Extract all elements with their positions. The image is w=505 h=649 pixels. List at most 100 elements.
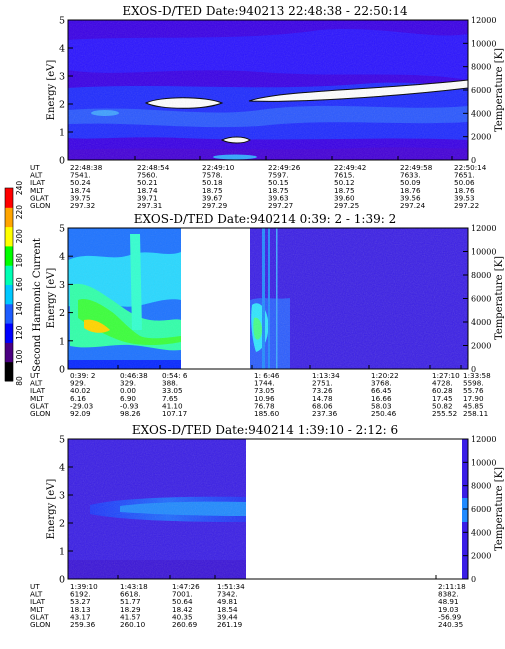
- orbit-cell: 1:43:18: [120, 582, 148, 591]
- orbit-cell: 18.76: [454, 186, 475, 195]
- orbit-cell: 48.91: [438, 597, 459, 606]
- panel-2-ylabel: Energy [eV]: [46, 268, 57, 329]
- orbit-cell: 261.19: [217, 620, 243, 629]
- panel-3-y2label: Temperature [K]: [494, 467, 505, 551]
- panel-3-y2tick: 2000: [471, 552, 491, 561]
- orbit-cell: 7342.: [217, 590, 238, 599]
- panel-1-ylabel: Energy [eV]: [46, 60, 57, 121]
- orbit-cell: 1:27:10: [432, 371, 460, 380]
- orbit-row-label: GLON: [30, 409, 50, 418]
- panel-1-ytick: 4: [59, 44, 65, 55]
- orbit-cell: 39.63: [268, 193, 289, 202]
- colorbar-swatch: [5, 207, 13, 228]
- orbit-row-label: MLT: [30, 394, 44, 403]
- orbit-cell: 1:33:58: [463, 371, 491, 380]
- orbit-cell: 22:48:54: [137, 163, 170, 172]
- colorbar-tick: 240: [15, 181, 24, 196]
- orbit-cell: 18.74: [137, 186, 158, 195]
- orbit-row-label: GLON: [30, 201, 50, 210]
- panel-1-ytick: 5: [59, 16, 65, 27]
- panel-1-y2tick: 0: [471, 156, 476, 165]
- panel-3-heatmap: [67, 438, 469, 580]
- panel-1-axes: 0 1 2 3 4 5 0 2000 4000 6000 8000 10000 12000: [59, 16, 497, 167]
- orbit-cell: -29.03: [70, 401, 93, 410]
- panel-1-ytick: 0: [59, 156, 65, 167]
- panel-3-ytick: 5: [59, 435, 65, 446]
- orbit-cell: 22:50:14: [454, 163, 487, 172]
- orbit-cell: 250.46: [371, 409, 397, 418]
- orbit-cell: 0.00: [120, 386, 136, 395]
- colorbar-tick: 80: [15, 376, 24, 386]
- orbit-cell: 1:51:34: [217, 582, 245, 591]
- orbit-row-label: ALT: [30, 590, 43, 599]
- colorbar-tick: 200: [15, 229, 24, 244]
- panel-2-ytick: 3: [59, 280, 65, 291]
- orbit-cell: 7651.: [454, 171, 475, 180]
- panel-1-orbit-table: UT 22:48:38 22:48:54 22:49:10 22:49:26 22:49:…: [30, 163, 487, 210]
- orbit-cell: 255.52: [432, 409, 457, 418]
- orbit-cell: 73.05: [254, 386, 275, 395]
- orbit-row-label: UT: [30, 582, 40, 591]
- orbit-cell: 14.78: [312, 394, 333, 403]
- orbit-cell: 1744.: [254, 379, 275, 388]
- orbit-cell: 50.12: [334, 178, 355, 187]
- orbit-cell: 18.54: [217, 605, 238, 614]
- orbit-cell: 19.03: [438, 605, 459, 614]
- orbit-cell: 17.45: [432, 394, 453, 403]
- colorbar-swatch: [5, 303, 13, 324]
- orbit-cell: 50.09: [400, 178, 421, 187]
- orbit-row-label: ILAT: [30, 178, 46, 187]
- orbit-cell: 107.17: [162, 409, 187, 418]
- orbit-cell: 1:13:34: [312, 371, 340, 380]
- orbit-cell: 297.31: [137, 201, 162, 210]
- panel-3-ylabel: Energy [eV]: [46, 479, 57, 540]
- panel-2-orbit-table: UT 0:39: 2 0:46:38 0:54: 6 1: 6:46 1:13:34 1:2…: [30, 371, 491, 418]
- orbit-cell: 39.56: [400, 193, 421, 202]
- panel-2-ytick: 1: [59, 336, 65, 347]
- orbit-cell: 4728.: [432, 379, 453, 388]
- orbit-cell: 1:20:22: [371, 371, 399, 380]
- orbit-cell: 6192.: [70, 590, 91, 599]
- panel-2: EXOS-D/TED Date:940214 0:39: 2 - 1:39: 2…: [4, 181, 505, 418]
- orbit-cell: 76.78: [254, 401, 275, 410]
- orbit-cell: 297.24: [400, 201, 426, 210]
- orbit-cell: 39.60: [334, 193, 355, 202]
- orbit-row-label: GLAT: [30, 193, 49, 202]
- orbit-cell: 0:46:38: [120, 371, 148, 380]
- panel-1-y2tick: 12000: [471, 16, 496, 25]
- orbit-cell: 33.05: [162, 386, 183, 395]
- orbit-cell: 18.74: [70, 186, 91, 195]
- orbit-cell: 297.25: [334, 201, 359, 210]
- panel-1-heatmap: [67, 19, 469, 161]
- orbit-cell: 7615.: [334, 171, 355, 180]
- orbit-cell: 929.: [70, 379, 86, 388]
- orbit-cell: 16.66: [371, 394, 392, 403]
- panel-1-y2tick: 6000: [471, 86, 491, 95]
- colorbar-tick: 100: [15, 349, 24, 364]
- panel-2-y2label: Temperature [K]: [494, 256, 505, 340]
- panel-2-y2tick: 4000: [471, 318, 491, 327]
- orbit-row-label: GLAT: [30, 401, 49, 410]
- orbit-cell: 50.82: [432, 401, 453, 410]
- panel-2-title: EXOS-D/TED Date:940214 0:39: 2 - 1:39: 2: [134, 212, 396, 226]
- orbit-cell: 6.90: [120, 394, 136, 403]
- orbit-cell: 17.90: [463, 394, 484, 403]
- orbit-cell: 18.75: [334, 186, 355, 195]
- panel-1-ytick: 2: [59, 100, 65, 111]
- orbit-cell: 49.81: [217, 597, 238, 606]
- orbit-cell: 18.75: [268, 186, 289, 195]
- orbit-cell: 50.21: [137, 178, 158, 187]
- orbit-cell: 7633.: [400, 171, 421, 180]
- orbit-row-label: MLT: [30, 605, 44, 614]
- orbit-cell: 7597.: [268, 171, 289, 180]
- colorbar-tick: 140: [15, 301, 24, 316]
- orbit-cell: 18.29: [120, 605, 141, 614]
- colorbar-swatch: [5, 323, 13, 343]
- orbit-cell: 259.36: [70, 620, 96, 629]
- colorbar-swatch: [5, 284, 13, 305]
- orbit-cell: 22:49:42: [334, 163, 366, 172]
- panel-3-ytick: 4: [59, 463, 65, 474]
- orbit-cell: 50.15: [268, 178, 289, 187]
- orbit-cell: 0:54: 6: [162, 371, 188, 380]
